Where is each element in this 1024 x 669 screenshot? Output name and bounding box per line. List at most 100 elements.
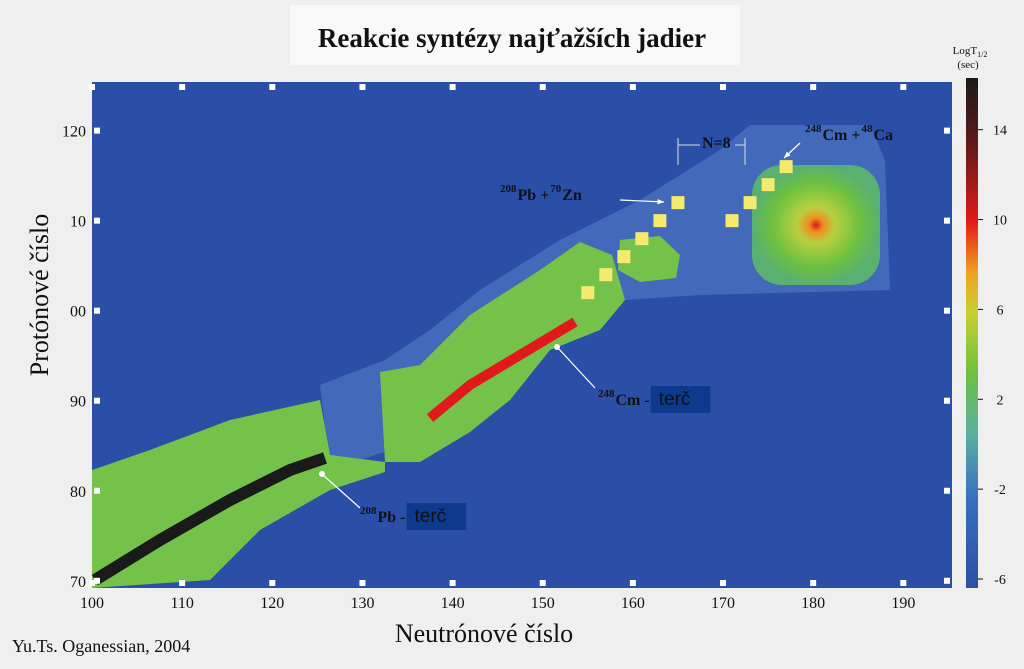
annotation-line [322,474,361,509]
marker [617,250,631,264]
x-tick [89,580,95,586]
annotation-text: 248 [805,123,822,135]
marker [581,286,595,300]
x-tick [179,84,186,90]
x-tick [539,580,546,586]
annotation-text: Ca [874,127,894,144]
colorbar [966,78,978,588]
band [618,236,680,282]
x-tick-label: 130 [350,595,374,612]
x-tick [449,84,456,90]
x-tick [539,84,546,90]
x-tick [179,580,186,586]
title-backdrop [290,5,740,65]
y-tick [944,577,950,584]
marker [725,214,739,228]
y-tick-label: 120 [62,124,86,141]
x-tick [449,580,456,586]
arrow-head [784,151,791,158]
y-tick [944,487,950,494]
y-tick [94,577,100,584]
x-tick [629,580,636,586]
annotation-text: Zn [562,187,582,204]
marker [671,196,685,210]
x-tick [720,580,727,586]
y-tick-label: 70 [70,574,86,591]
annotation-text: Cm + [823,127,861,144]
y-tick [94,307,100,314]
annotation-box-text: terč [659,389,691,410]
x-tick-label: 160 [621,595,645,612]
x-tick-label: 170 [711,595,735,612]
y-tick-label: 80 [70,484,86,501]
annotation-text: 248 [598,388,615,400]
chart-title: Reakcie syntézy najťažších jadier [318,23,706,53]
band [752,165,880,285]
x-tick-label: 140 [441,595,465,612]
y-tick [944,217,950,224]
colorbar-tick-label: -6 [994,573,1006,588]
annotation-box [650,386,711,413]
annotation-text: Cm - [616,392,650,409]
x-tick-label: 110 [170,595,193,612]
x-tick [89,84,95,90]
colorbar-label: LogT1/2 [953,45,988,59]
x-tick [720,84,727,90]
x-tick-label: 150 [531,595,555,612]
y-tick [944,397,950,404]
annotation-text: Pb - [378,509,406,526]
colorbar-tick-label: 2 [997,393,1004,408]
x-tick [900,84,907,90]
annotation-text: 48 [862,123,874,135]
annotation-line [619,199,665,203]
x-tick [629,84,636,90]
x-tick-label: 190 [891,595,915,612]
y-tick [944,307,950,314]
annotation-text: Pb + [518,187,550,204]
y-tick-label: 00 [70,304,86,321]
y-tick-label: 90 [70,394,86,411]
colorbar-tick-label: -2 [994,483,1006,498]
credit: Yu.Ts. Oganessian, 2004 [12,636,190,656]
x-tick [359,84,366,90]
colorbar-tick-label: 6 [997,303,1004,318]
arrow-head [657,198,664,205]
annotation-box [406,503,467,530]
nuclide-map [91,125,890,588]
y-tick [94,487,100,494]
annotation-text: 208 [360,505,377,517]
x-tick-label: 180 [801,595,825,612]
annotation-text: 208 [500,183,517,195]
annotation-box-text: terč [415,506,447,527]
y-tick [94,397,100,404]
colorbar-label-sub: 1/2 [977,50,987,59]
y-tick [94,217,100,224]
annotation-line [557,347,596,389]
x-tick-label: 120 [260,595,284,612]
y-axis-label: Protónové číslo [25,214,54,377]
colorbar-unit: (sec) [957,59,979,71]
x-tick [269,580,276,586]
annotation-text: 70 [550,183,562,195]
x-tick [359,580,366,586]
colorbar-label-text: LogT [953,45,978,57]
marker [743,196,757,210]
colorbar-tick-label: 14 [993,124,1007,139]
x-tick [269,84,276,90]
y-tick [94,127,100,134]
marker [779,160,793,174]
x-tick [900,580,907,586]
marker [599,268,613,282]
marker [761,178,775,192]
marker [653,214,667,228]
stability-line [91,452,327,586]
x-tick [810,580,817,586]
colorbar-tick-label: 10 [993,214,1007,229]
annotation-text: N=8 [702,135,731,152]
x-axis-label: Neutrónové číslo [395,619,573,648]
y-tick [944,127,950,134]
y-tick-label: 10 [70,214,86,231]
marker [635,232,649,246]
